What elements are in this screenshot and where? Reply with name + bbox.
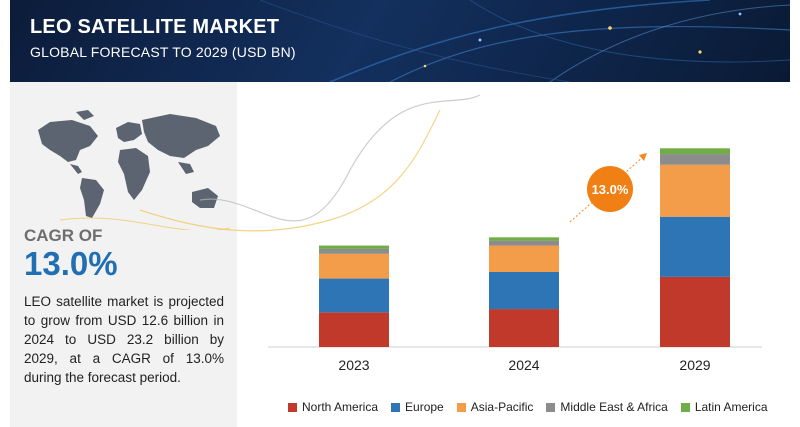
growth-arrow-head	[639, 153, 647, 161]
bar-2024-north-america	[489, 309, 559, 347]
legend-label: North America	[302, 400, 379, 414]
bar-2029-north-america	[660, 276, 730, 347]
summary-panel: CAGR OF 13.0% LEO satellite market is pr…	[10, 82, 237, 427]
legend-label: Middle East & Africa	[560, 400, 668, 414]
cagr-value: 13.0%	[24, 245, 118, 282]
cagr-badge	[587, 166, 633, 212]
market-description: LEO satellite market is projected to gro…	[24, 294, 224, 385]
bar-2023-north-america	[319, 312, 389, 347]
bar-2024-asia-pacific	[489, 245, 559, 272]
decorative-curve-grey	[199, 94, 481, 222]
bar-2023-latin-america	[319, 245, 389, 249]
page-subtitle: GLOBAL FORECAST TO 2029 (USD BN)	[30, 44, 296, 60]
bar-2024-middle-east-africa	[489, 240, 559, 246]
legend-item-asia-pacific: Asia-Pacific	[456, 400, 534, 414]
bar-2029-latin-america	[660, 148, 730, 155]
bar-2029-asia-pacific	[660, 164, 730, 217]
legend-swatch	[288, 402, 297, 412]
legend-swatch	[546, 402, 556, 412]
bar-2024-latin-america	[489, 237, 559, 241]
bar-2024-europe	[489, 271, 559, 310]
legend-swatch	[391, 402, 401, 412]
bar-2029-middle-east-africa	[660, 154, 730, 165]
bar-2023-middle-east-africa	[319, 248, 389, 254]
x-tick-label-2029: 2029	[679, 357, 710, 373]
world-map-icon	[38, 110, 230, 230]
legend-item-latin-america: Latin America	[680, 400, 768, 414]
legend-item-europe: Europe	[391, 400, 444, 414]
bar-2023-asia-pacific	[319, 253, 389, 279]
decorative-curve-yellow	[139, 109, 441, 232]
bar-2023-europe	[319, 278, 389, 313]
cagr-label: CAGR OF	[24, 226, 103, 245]
cagr-badge-label: 13.0%	[592, 182, 629, 197]
legend-label: Latin America	[694, 400, 768, 414]
x-tick-label-2024: 2024	[508, 357, 539, 373]
x-tick-label-2023: 2023	[338, 357, 369, 373]
bar-2029-europe	[660, 216, 730, 277]
legend-item-middle-east-africa: Middle East & Africa	[546, 400, 668, 414]
legend-item-north-america: North America	[288, 400, 378, 414]
header-banner: LEO SATELLITE MARKET GLOBAL FORECAST TO …	[10, 0, 790, 82]
legend-swatch	[680, 402, 690, 412]
legend-label: Europe	[405, 400, 444, 414]
page-title: LEO SATELLITE MARKET	[30, 16, 280, 38]
network-lines-decoration	[259, 0, 790, 82]
chart-legend: North America Europe Asia-Pacific Middle Ea…	[288, 400, 781, 414]
legend-swatch	[456, 402, 466, 412]
legend-label: Asia-Pacific	[470, 400, 534, 414]
